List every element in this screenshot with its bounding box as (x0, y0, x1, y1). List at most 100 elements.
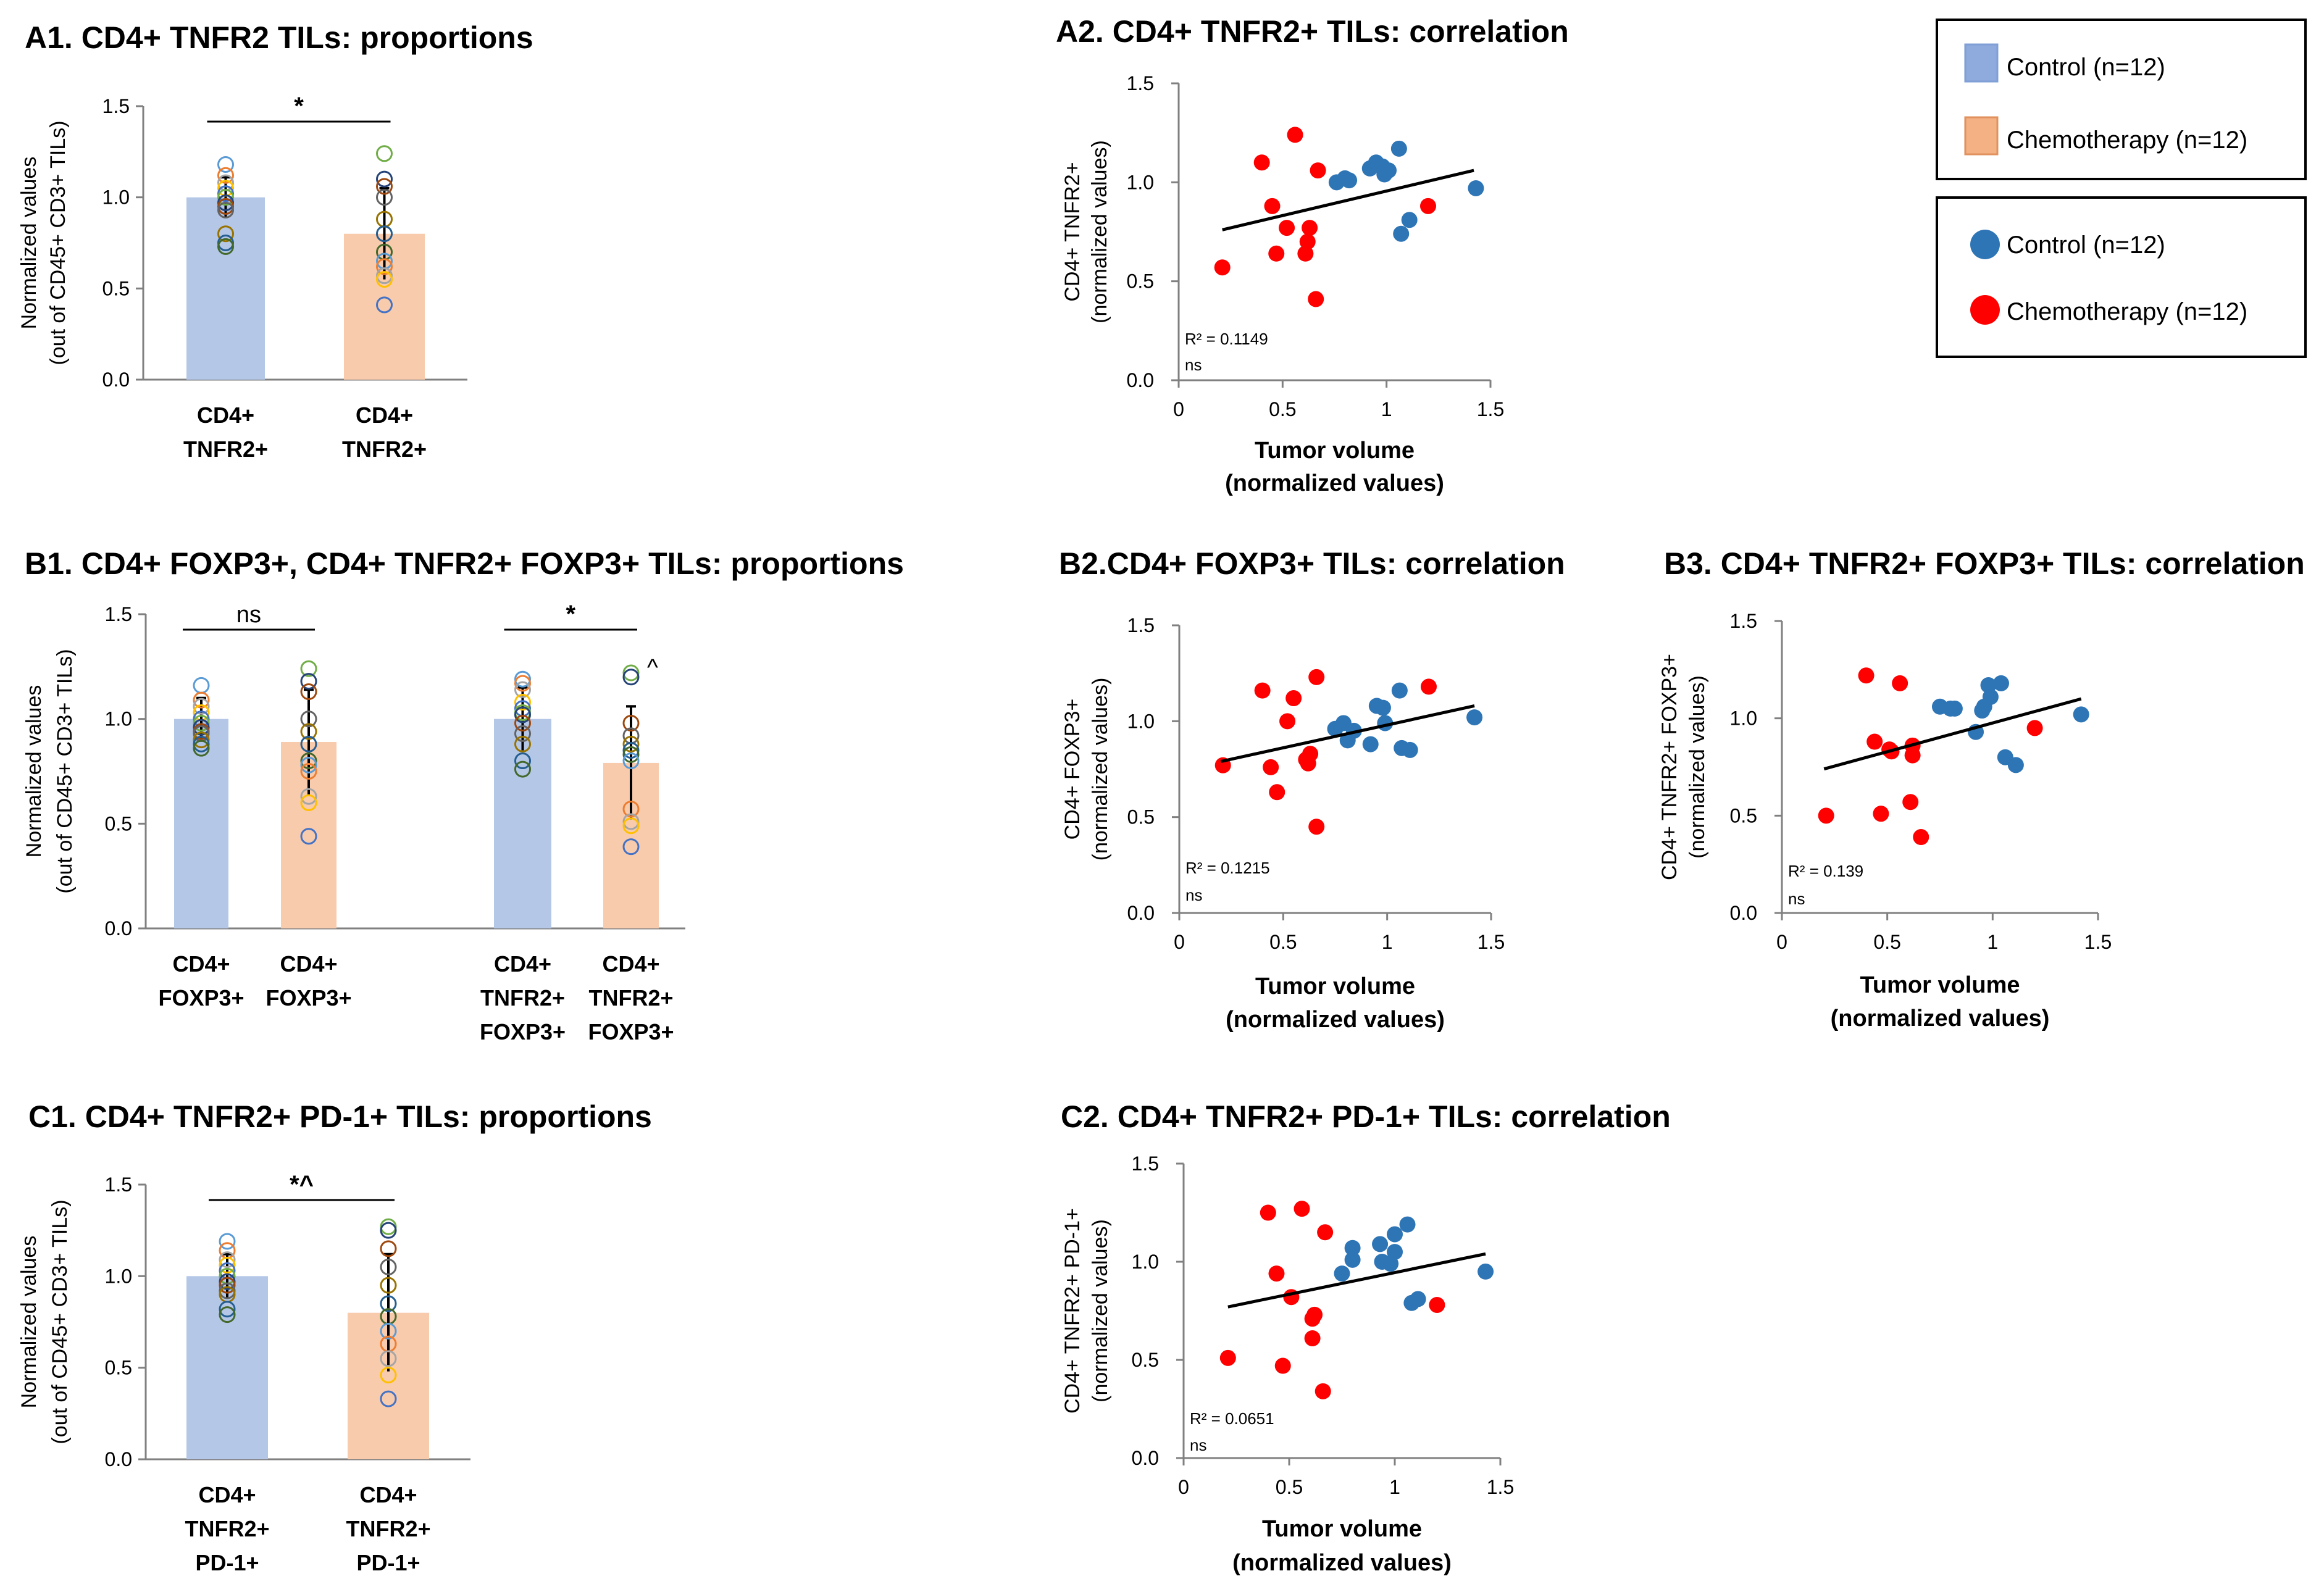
y-tick-label: 0.5 (105, 812, 132, 835)
y-tick-label: 0.5 (105, 1357, 132, 1379)
data-point (300, 735, 317, 752)
y-tick-label: 1.5 (1127, 614, 1155, 636)
control-point (1372, 1236, 1389, 1252)
panel-title-a2: A2. CD4+ TNFR2+ TILs: correlation (1056, 14, 1569, 49)
data-point (300, 723, 317, 740)
y-axis-label-2: (normalized values) (1089, 1219, 1112, 1402)
chemo-point (1294, 1201, 1310, 1217)
chemo-point (1260, 1204, 1276, 1221)
bar-control (186, 197, 265, 380)
chemo-point (1866, 733, 1883, 750)
data-point (622, 664, 640, 681)
data-point (514, 670, 531, 688)
data-point (514, 735, 531, 752)
y-tick-label: 1.0 (1127, 710, 1155, 732)
control-point (1946, 700, 1963, 717)
y-tick-label: 1.5 (105, 603, 132, 625)
data-point (622, 742, 640, 759)
data-point (300, 752, 317, 770)
chemo-point (1299, 233, 1316, 250)
legend-dots: Control (n=12) Chemotherapy (n=12) (1936, 196, 2307, 358)
legend-chemo-label: Chemotherapy (n=12) (2007, 127, 2247, 154)
category-label: TNFR2+ (480, 985, 565, 1011)
x-axis-label: (normalized values) (1831, 1006, 2050, 1031)
x-tick-label: 1.5 (2084, 931, 2112, 953)
category-label: CD4+ (198, 1482, 256, 1507)
chemo-point (1913, 829, 1929, 846)
data-point (376, 258, 393, 275)
y-tick-label: 1.0 (1132, 1251, 1159, 1273)
chemo-point (1310, 162, 1326, 179)
legend-control-swatch (1964, 43, 1999, 83)
category-label: TNFR2+ (346, 1516, 430, 1541)
control-point (1334, 1265, 1350, 1282)
control-point (1387, 1226, 1403, 1243)
data-point (300, 763, 317, 780)
chemo-point (1892, 675, 1908, 691)
significance-marker: * (294, 93, 304, 120)
chemo-point (1818, 807, 1834, 824)
x-tick-label: 0.5 (1873, 931, 1900, 953)
y-tick-label: 1.0 (1730, 707, 1757, 730)
y-axis-label-1: CD4+ TNFR2+ PD-1+ (1061, 1208, 1084, 1414)
panel-title-b1: B1. CD4+ FOXP3+, CD4+ TNFR2+ FOXP3+ TILs… (25, 546, 904, 581)
y-tick-label: 1.5 (1127, 72, 1154, 94)
category-label: PD-1+ (356, 1550, 420, 1575)
chemo-point (1279, 220, 1295, 236)
y-axis-label-2: (out of CD45+ CD3+ TILs) (53, 649, 77, 893)
data-point (514, 761, 531, 778)
x-tick-label: 0.5 (1269, 931, 1297, 953)
chemo-point (1214, 259, 1231, 276)
data-point (217, 225, 234, 243)
caret-note: ^ (647, 655, 658, 681)
y-tick-label: 0.5 (1127, 806, 1155, 828)
control-point (1387, 1244, 1403, 1261)
data-point (622, 817, 640, 835)
data-point (380, 1277, 397, 1294)
trendline (1227, 1252, 1486, 1309)
significance-marker: * (566, 601, 575, 628)
data-point (193, 731, 210, 749)
chemo-point (1268, 1265, 1285, 1282)
data-point (300, 828, 317, 845)
chemo-point (1308, 669, 1325, 685)
data-point (376, 178, 393, 195)
category-label: CD4+ (356, 402, 413, 428)
x-tick-label: 0 (1173, 398, 1184, 420)
y-tick-label: 1.0 (1127, 171, 1154, 193)
legend-chemo-swatch (1964, 116, 1999, 156)
legend-chemo-dot (1970, 295, 2000, 325)
y-axis-label-1: CD4+ FOXP3+ (1061, 699, 1084, 840)
y-axis-label-2: (normalized values) (1088, 140, 1111, 323)
panel-title-c1: C1. CD4+ TNFR2+ PD-1+ TILs: proportions (28, 1099, 652, 1134)
x-tick-label: 0 (1178, 1476, 1189, 1498)
category-label: CD4+ (172, 951, 230, 977)
bar-control (186, 1276, 268, 1459)
legend-bars-frame (1936, 19, 2307, 180)
control-point (1478, 1263, 1494, 1280)
data-point (193, 677, 210, 694)
data-point (380, 1350, 397, 1367)
x-axis-label: (normalized values) (1225, 470, 1444, 496)
x-tick-label: 1 (1389, 1476, 1400, 1498)
data-point (622, 735, 640, 752)
control-point (1393, 225, 1410, 242)
data-point (219, 1251, 236, 1269)
data-point (514, 714, 531, 731)
x-tick-label: 0.5 (1276, 1476, 1303, 1498)
data-point (380, 1390, 397, 1407)
control-point (1374, 699, 1391, 716)
panel-title-a1: A1. CD4+ TNFR2 TILs: proportions (25, 20, 533, 55)
r-squared-label: R² = 0.1149 (1185, 330, 1268, 348)
r-squared-label: R² = 0.0651 (1190, 1409, 1274, 1428)
data-point (219, 1301, 236, 1318)
data-point (217, 189, 234, 206)
category-label: FOXP3+ (265, 985, 351, 1011)
r-squared-label: R² = 0.1215 (1185, 859, 1270, 877)
data-point (219, 1277, 236, 1294)
data-point (380, 1259, 397, 1275)
r-squared-label: R² = 0.139 (1788, 862, 1863, 880)
data-point (380, 1240, 397, 1257)
panel-title-b2: B2.CD4+ FOXP3+ TILs: correlation (1059, 546, 1565, 581)
